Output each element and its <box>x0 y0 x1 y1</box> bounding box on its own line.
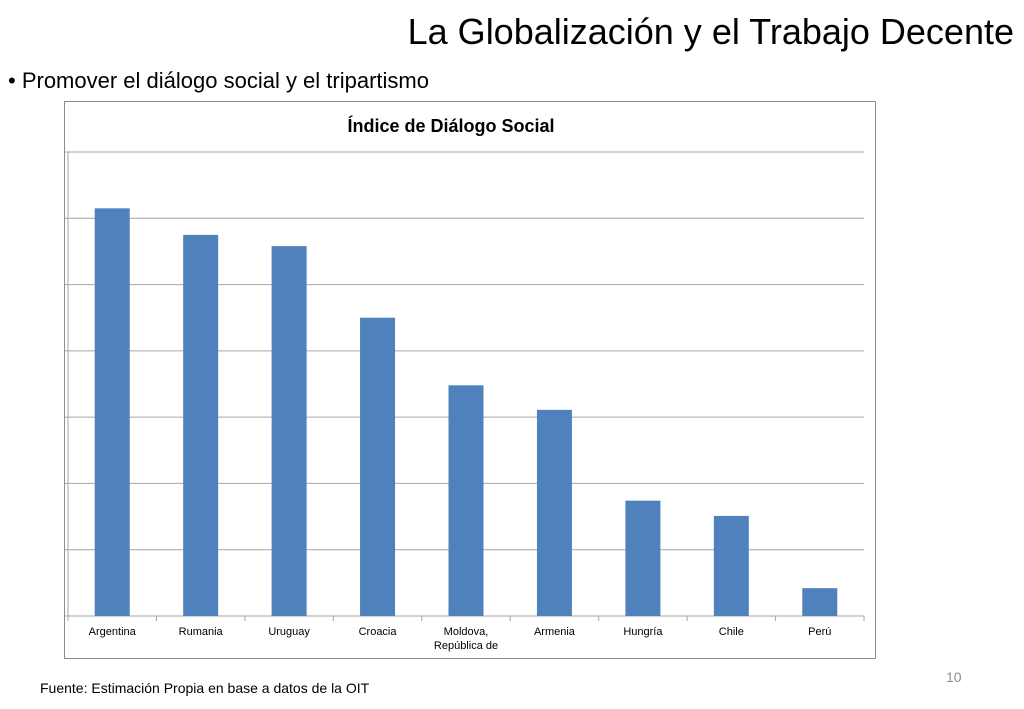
bar-7 <box>713 515 749 616</box>
x-tick-label: Chile <box>719 626 744 638</box>
x-tick-label: Moldova, República de <box>434 626 498 652</box>
bar-0 <box>94 208 130 616</box>
x-tick-label: Croacia <box>359 626 398 638</box>
bars <box>94 208 838 616</box>
slide-title: La Globalización y el Trabajo Decente <box>407 11 1014 52</box>
page-number: 10 <box>946 669 962 685</box>
x-tick-label: Perú <box>808 626 831 638</box>
bar-chart: Índice de Diálogo Social -0,100,200,300,… <box>65 115 865 652</box>
x-tick-label: Hungría <box>623 626 663 638</box>
bullet-point: • Promover el diálogo social y el tripar… <box>8 68 429 93</box>
bar-4 <box>448 385 484 616</box>
bar-3 <box>360 317 396 616</box>
source-note: Fuente: Estimación Propia en base a dato… <box>40 680 370 696</box>
bar-6 <box>625 500 661 616</box>
x-tick-label: Armenia <box>534 626 576 638</box>
x-axis-ticks: Argentina Rumania Uruguay Croacia Moldova, Re… <box>67 616 865 652</box>
bar-2 <box>271 246 307 616</box>
chart-frame: Índice de Diálogo Social -0,100,200,300,… <box>64 101 876 659</box>
x-tick-label: Rumania <box>179 626 224 638</box>
bar-5 <box>536 409 572 616</box>
chart-title: Índice de Diálogo Social <box>347 115 554 136</box>
x-tick-label: Uruguay <box>268 626 310 638</box>
bar-1 <box>183 234 219 616</box>
x-tick-label: Argentina <box>89 626 137 638</box>
bar-8 <box>802 588 838 616</box>
